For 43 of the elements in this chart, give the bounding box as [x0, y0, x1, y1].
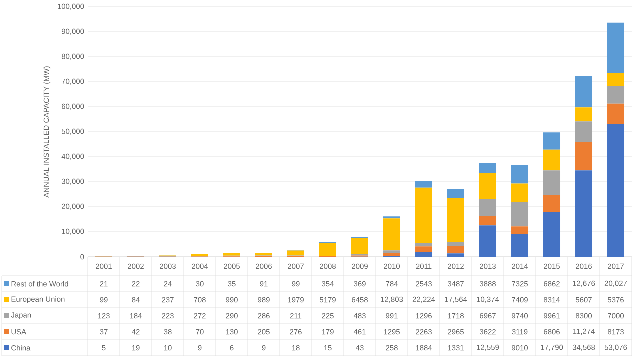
bar: [416, 181, 433, 188]
bar: [416, 243, 433, 247]
bar: [416, 252, 433, 257]
bar: [448, 242, 465, 246]
bar: [512, 184, 529, 202]
bar: [320, 243, 337, 256]
bar: [384, 218, 401, 251]
bar: [384, 253, 401, 256]
bar: [576, 76, 593, 108]
bar: [544, 132, 561, 150]
bar: [544, 196, 561, 213]
bar: [608, 124, 625, 257]
bar: [608, 86, 625, 104]
bar: [512, 234, 529, 257]
bar: [480, 163, 497, 174]
bar: [576, 170, 593, 257]
bar: [544, 212, 561, 257]
bar: [544, 150, 561, 171]
bar: [544, 170, 561, 196]
bar: [576, 142, 593, 171]
bar: [448, 198, 465, 242]
bar: [608, 72, 625, 86]
bar: [608, 104, 625, 124]
bar: [512, 165, 529, 184]
bar: [608, 22, 625, 73]
bar: [480, 216, 497, 226]
bar: [448, 189, 465, 198]
bar: [480, 226, 497, 257]
bar: [416, 246, 433, 252]
bar: [256, 253, 272, 256]
bar: [480, 199, 497, 217]
bar: [448, 246, 465, 254]
bar: [448, 254, 465, 257]
bar: [224, 253, 240, 256]
bar: [416, 188, 433, 244]
bar: [288, 250, 305, 256]
bar: [512, 202, 529, 227]
bar: [352, 238, 369, 255]
bar: [576, 108, 593, 122]
bar: [576, 122, 593, 142]
bar: [512, 226, 529, 234]
bar: [480, 173, 497, 200]
bar: [384, 250, 401, 254]
